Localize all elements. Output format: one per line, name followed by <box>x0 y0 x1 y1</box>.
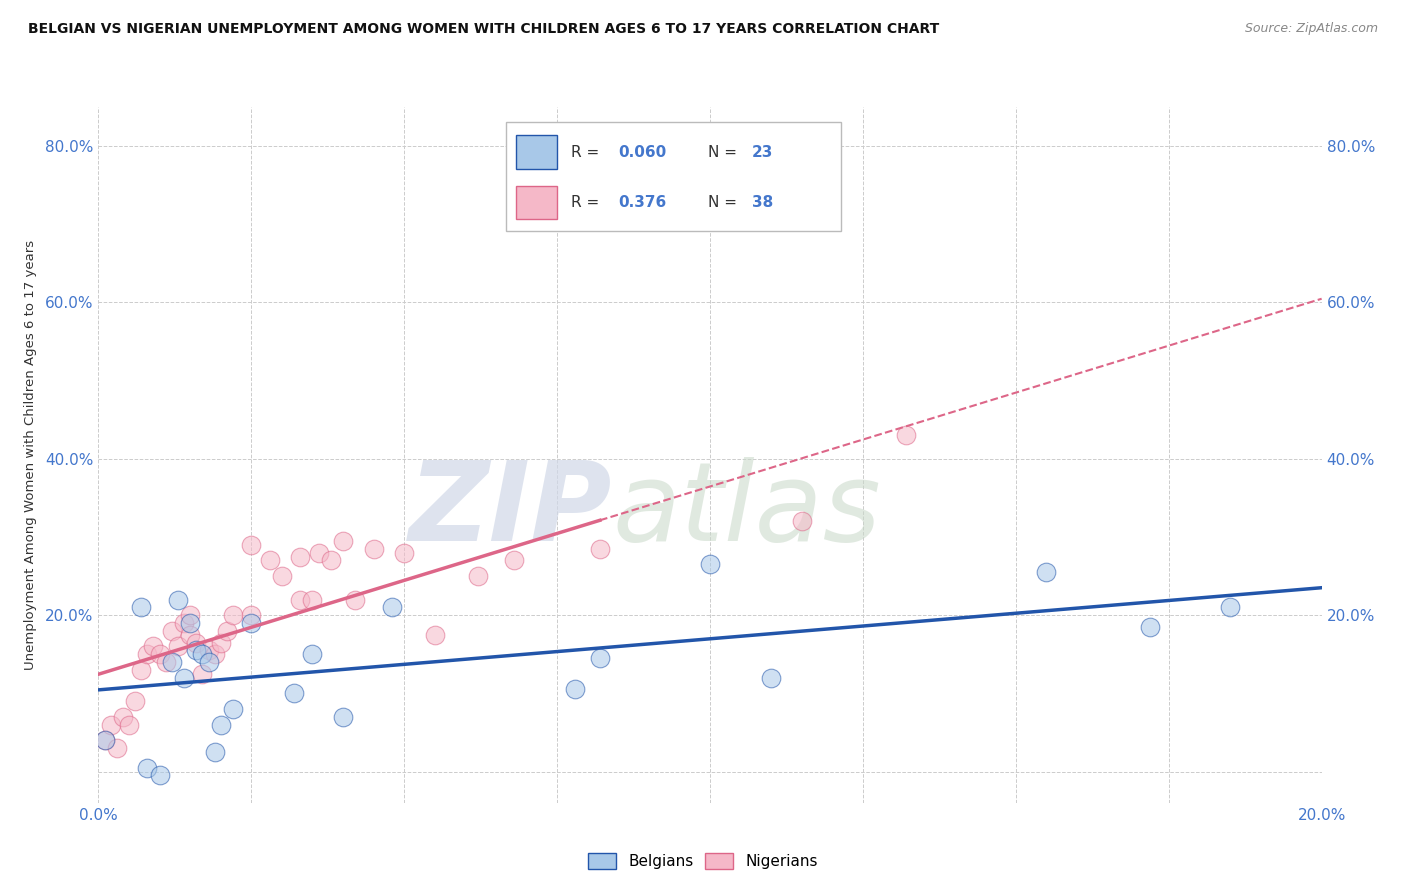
Point <box>173 671 195 685</box>
Point <box>160 655 183 669</box>
Point <box>129 600 152 615</box>
Point <box>423 628 446 642</box>
Point <box>136 647 159 661</box>
Point <box>894 428 917 442</box>
Point <box>111 710 134 724</box>
Point <box>790 514 813 528</box>
Point <box>290 592 312 607</box>
Legend: Belgians, Nigerians: Belgians, Nigerians <box>582 847 824 875</box>
Point <box>301 592 323 607</box>
Point <box>332 533 354 548</box>
Point <box>564 682 586 697</box>
Point <box>290 549 312 564</box>
Point <box>270 569 292 583</box>
Point <box>93 733 115 747</box>
Point <box>332 710 354 724</box>
Point <box>259 553 281 567</box>
Text: BELGIAN VS NIGERIAN UNEMPLOYMENT AMONG WOMEN WITH CHILDREN AGES 6 TO 17 YEARS CO: BELGIAN VS NIGERIAN UNEMPLOYMENT AMONG W… <box>28 22 939 37</box>
Point <box>283 686 305 700</box>
Point <box>301 647 323 661</box>
Point <box>209 717 232 731</box>
Point <box>100 717 122 731</box>
Point <box>1035 565 1057 579</box>
Point <box>215 624 238 638</box>
Point <box>118 717 141 731</box>
Point <box>167 640 190 654</box>
Point <box>179 615 201 630</box>
Point <box>503 553 526 567</box>
Point <box>589 541 612 556</box>
Point <box>699 558 721 572</box>
Point <box>204 745 226 759</box>
Point <box>149 647 172 661</box>
Text: atlas: atlas <box>612 457 880 564</box>
Point <box>173 615 195 630</box>
Point <box>209 635 232 649</box>
Point <box>363 541 385 556</box>
Point <box>129 663 152 677</box>
Point <box>149 768 172 782</box>
Point <box>222 702 245 716</box>
Point <box>179 608 201 623</box>
Point <box>240 615 263 630</box>
Point <box>222 608 245 623</box>
Point <box>319 553 342 567</box>
Point <box>240 538 263 552</box>
Point <box>191 647 214 661</box>
Point <box>105 741 128 756</box>
Point <box>240 608 263 623</box>
Point <box>1139 620 1161 634</box>
Point <box>392 546 416 560</box>
Point <box>381 600 404 615</box>
Point <box>197 655 219 669</box>
Text: ZIP: ZIP <box>409 457 612 564</box>
Point <box>142 640 165 654</box>
Point <box>204 647 226 661</box>
Point <box>186 635 208 649</box>
Point <box>191 666 214 681</box>
Y-axis label: Unemployment Among Women with Children Ages 6 to 17 years: Unemployment Among Women with Children A… <box>24 240 37 670</box>
Point <box>589 651 612 665</box>
Point <box>93 733 115 747</box>
Point <box>160 624 183 638</box>
Point <box>136 761 159 775</box>
Point <box>167 592 190 607</box>
Point <box>197 643 219 657</box>
Point <box>467 569 489 583</box>
Point <box>344 592 367 607</box>
Point <box>179 628 201 642</box>
Point <box>308 546 330 560</box>
Point <box>155 655 177 669</box>
Point <box>759 671 782 685</box>
Point <box>1219 600 1241 615</box>
Point <box>186 643 208 657</box>
Text: Source: ZipAtlas.com: Source: ZipAtlas.com <box>1244 22 1378 36</box>
Point <box>124 694 146 708</box>
